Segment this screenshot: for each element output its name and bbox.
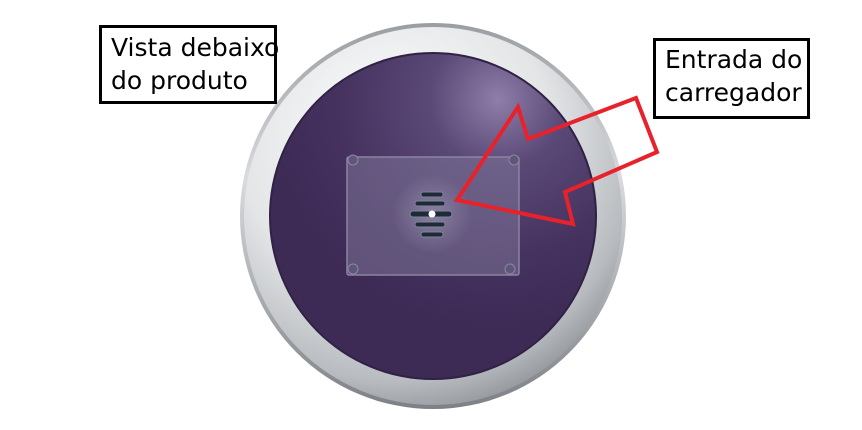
charger-port-label-line2: carregador [665,78,802,107]
charger-port-label: Entrada do carregador [653,38,810,119]
screw-icon [347,154,520,275]
charger-port-label-line1: Entrada do [665,45,803,74]
bottom-view-label-line1: Vista debaixo [111,33,280,62]
charger-port-icon [392,174,472,254]
bottom-view-label-line2: do produto [111,66,248,95]
callout-arrow-icon [453,95,660,227]
bottom-view-label: Vista debaixo do produto [99,25,280,104]
